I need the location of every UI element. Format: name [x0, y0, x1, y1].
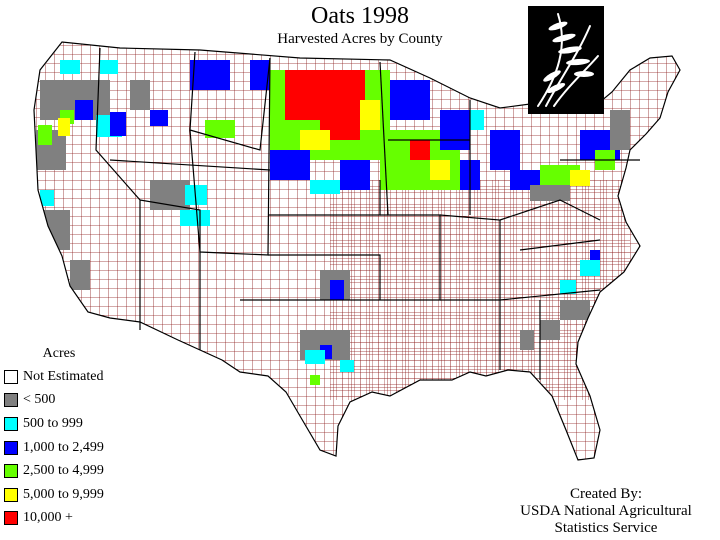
legend-item: Not Estimated	[4, 365, 154, 389]
legend-label: 1,000 to 2,499	[23, 439, 104, 455]
legend-swatch	[4, 487, 18, 502]
legend-item: 500 to 999	[4, 412, 154, 436]
legend-swatch	[4, 416, 18, 431]
legend: Acres Not Estimated < 500 500 to 999 1,000 …	[4, 346, 154, 530]
legend-label: Not Estimated	[23, 368, 104, 384]
legend-item: 1,000 to 2,499	[4, 436, 154, 460]
legend-item: 2,500 to 4,999	[4, 459, 154, 483]
legend-label: 10,000 +	[23, 510, 73, 526]
legend-label: 500 to 999	[23, 415, 83, 431]
legend-item: < 500	[4, 389, 154, 413]
legend-item: 10,000 +	[4, 507, 154, 531]
legend-swatch	[4, 369, 18, 384]
credit-line-3: Statistics Service	[554, 520, 658, 536]
legend-title: Acres	[42, 346, 76, 361]
credit-line-1: Created By:	[569, 486, 643, 502]
credit-line-2: USDA National Agricultural	[520, 503, 692, 519]
legend-swatch	[4, 393, 18, 408]
legend-item: 5,000 to 9,999	[4, 483, 154, 507]
oat-plant-icon	[528, 6, 604, 114]
legend-swatch	[4, 464, 18, 479]
legend-label: < 500	[23, 392, 56, 408]
legend-swatch	[4, 511, 18, 526]
legend-swatch	[4, 440, 18, 455]
legend-label: 5,000 to 9,999	[23, 486, 104, 502]
legend-label: 2,500 to 4,999	[23, 463, 104, 479]
legend-items: Not Estimated < 500 500 to 999 1,000 to 2,4…	[4, 365, 154, 530]
map-title: Oats 1998	[311, 3, 409, 29]
map-subtitle: Harvested Acres by County	[277, 31, 443, 47]
credit-block: Created By: USDA National Agricultural S…	[496, 486, 716, 537]
